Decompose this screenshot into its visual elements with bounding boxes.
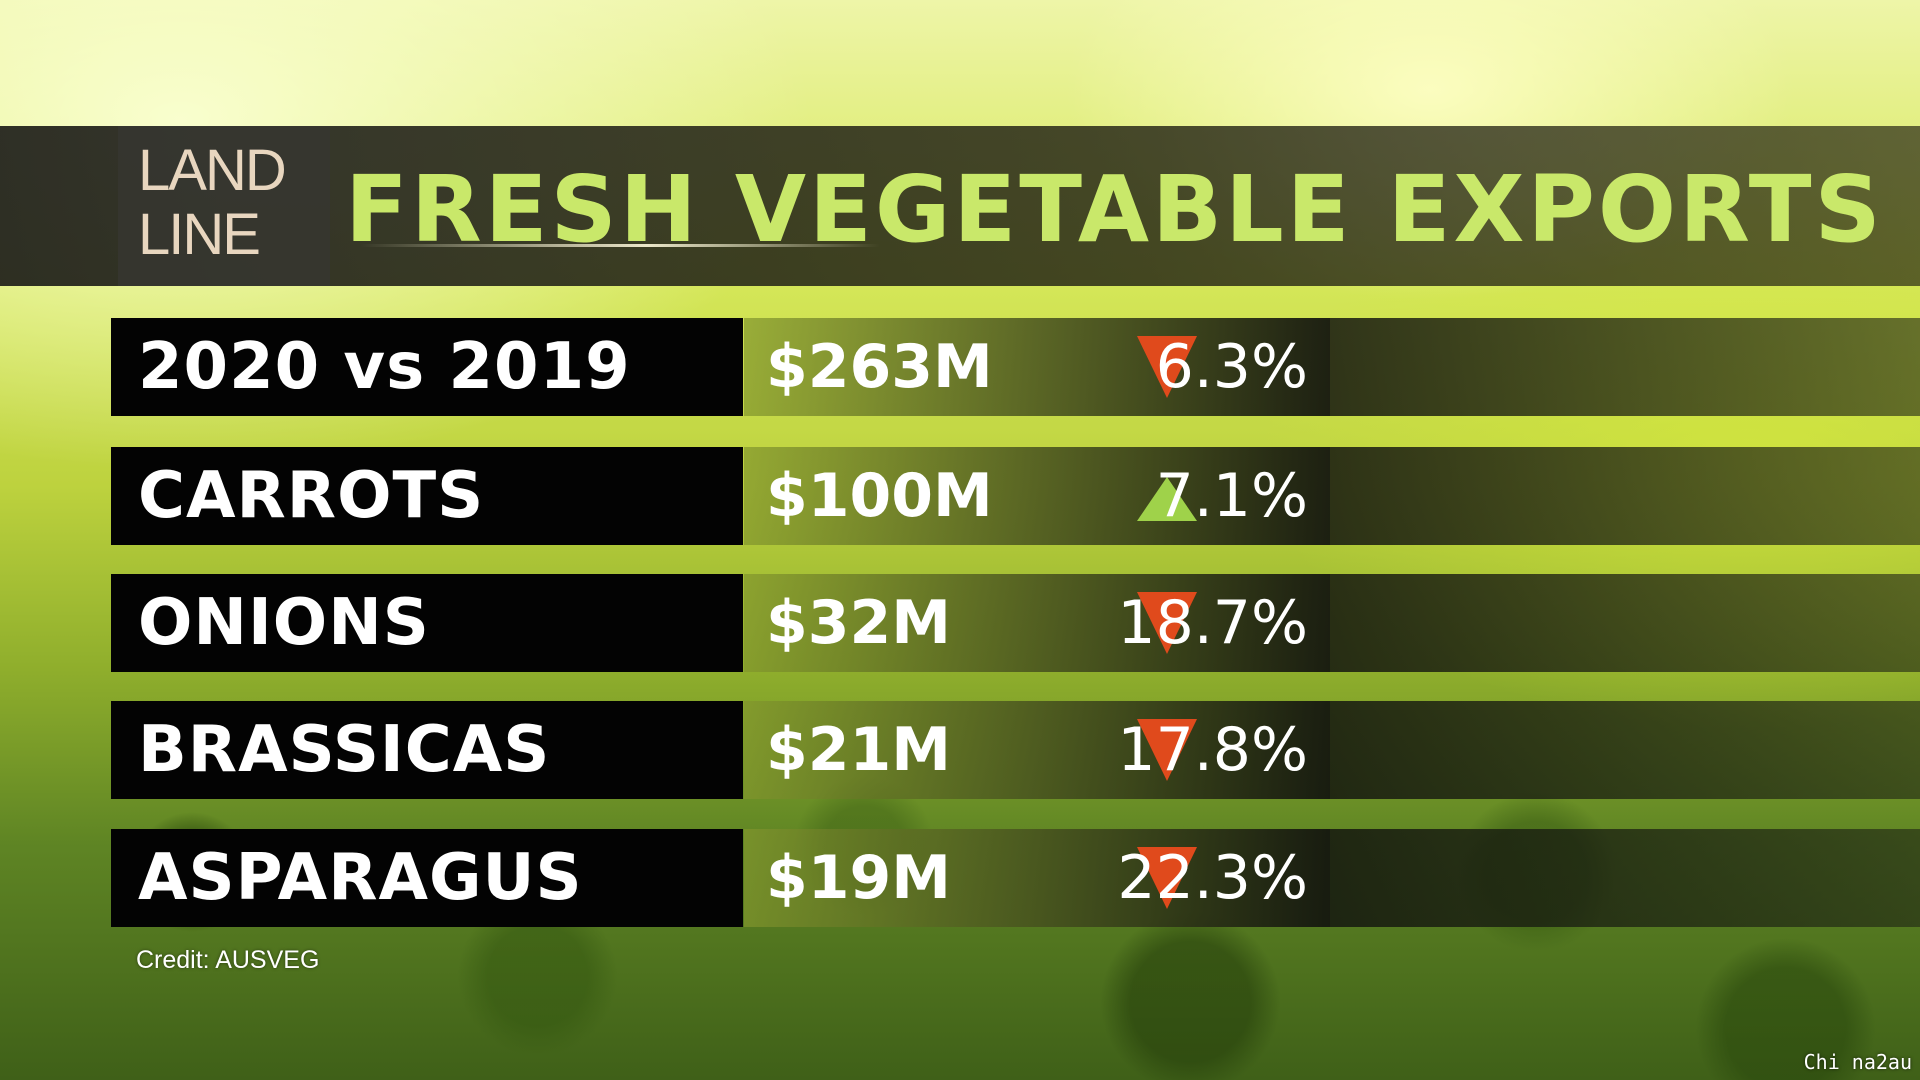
- page-title: FRESH VEGETABLE EXPORTS: [345, 156, 1884, 263]
- row-label: BRASSICAS: [138, 713, 551, 787]
- row-change: 7.1%: [1155, 461, 1308, 531]
- row-label: CARROTS: [138, 459, 485, 533]
- row-label: 2020 vs 2019: [138, 330, 631, 404]
- row-value-cell: $19M 22.3%: [744, 829, 1330, 927]
- up-arrow-icon: [1137, 477, 1197, 521]
- row-tail: [1330, 447, 1920, 545]
- row-label-cell: CARROTS: [111, 447, 743, 545]
- row-change: 22.3%: [1117, 843, 1308, 913]
- row-value: $21M: [766, 715, 951, 785]
- down-arrow-icon: [1137, 592, 1197, 654]
- row-label: ONIONS: [138, 586, 430, 660]
- logo-line-1: LAND: [138, 138, 287, 203]
- row-change: 6.3%: [1155, 332, 1308, 402]
- row-label-cell: 2020 vs 2019: [111, 318, 743, 416]
- credit-text: Credit: AUSVEG: [136, 946, 320, 974]
- row-value-cell: $263M 6.3%: [744, 318, 1330, 416]
- row-tail: [1330, 574, 1920, 672]
- row-value: $263M: [766, 332, 993, 402]
- title-glow-line: [360, 244, 880, 247]
- row-change: 18.7%: [1117, 588, 1308, 658]
- row-value: $100M: [766, 461, 993, 531]
- watermark-text: Chi na2au: [1803, 1050, 1912, 1074]
- data-row-asparagus: ASPARAGUS $19M 22.3%: [111, 829, 1920, 927]
- row-value-cell: $32M 18.7%: [744, 574, 1330, 672]
- landline-logo: [118, 126, 330, 286]
- row-label-cell: ASPARAGUS: [111, 829, 743, 927]
- row-tail: [1330, 701, 1920, 799]
- row-label-cell: ONIONS: [111, 574, 743, 672]
- data-row-brassicas: BRASSICAS $21M 17.8%: [111, 701, 1920, 799]
- row-change: 17.8%: [1117, 715, 1308, 785]
- row-value: $19M: [766, 843, 951, 913]
- row-value-cell: $100M 7.1%: [744, 447, 1330, 545]
- row-value-cell: $21M 17.8%: [744, 701, 1330, 799]
- row-label-cell: BRASSICAS: [111, 701, 743, 799]
- down-arrow-icon: [1137, 847, 1197, 909]
- down-arrow-icon: [1137, 719, 1197, 781]
- logo-line-2: LINE: [138, 202, 261, 267]
- data-row-onions: ONIONS $32M 18.7%: [111, 574, 1920, 672]
- row-tail: [1330, 829, 1920, 927]
- row-label: ASPARAGUS: [138, 841, 583, 915]
- row-tail: [1330, 318, 1920, 416]
- data-row-carrots: CARROTS $100M 7.1%: [111, 447, 1920, 545]
- down-arrow-icon: [1137, 336, 1197, 398]
- data-row-total: 2020 vs 2019 $263M 6.3%: [111, 318, 1920, 416]
- row-value: $32M: [766, 588, 951, 658]
